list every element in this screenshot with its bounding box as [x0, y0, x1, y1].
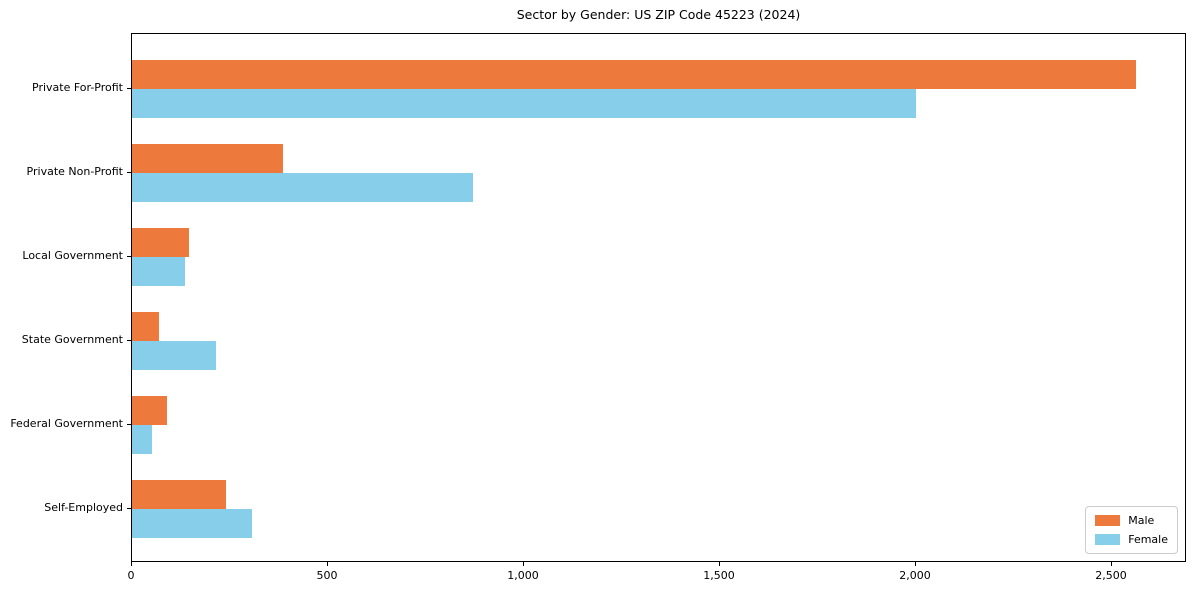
- ytick-label-private-non-profit: Private Non-Profit: [26, 165, 123, 178]
- ytick-mark: [127, 88, 131, 89]
- bar-female-federal-government: [132, 425, 152, 454]
- xtick-mark: [131, 562, 132, 566]
- legend-swatch-female: [1095, 534, 1121, 545]
- legend-label-female: Female: [1128, 533, 1168, 546]
- bar-female-local-government: [132, 257, 185, 286]
- chart-title: Sector by Gender: US ZIP Code 45223 (202…: [516, 7, 801, 22]
- legend-item-female: Female: [1095, 533, 1168, 546]
- bar-male-private-non-profit: [132, 144, 283, 173]
- bar-female-private-non-profit: [132, 173, 473, 202]
- ytick-mark: [127, 508, 131, 509]
- xtick-mark: [523, 562, 524, 566]
- bar-male-self-employed: [132, 480, 226, 509]
- legend-swatch-male: [1095, 515, 1121, 526]
- bar-male-private-for-profit: [132, 60, 1136, 89]
- legend: Male Female: [1085, 506, 1178, 554]
- ytick-mark: [127, 340, 131, 341]
- xtick-mark: [327, 562, 328, 566]
- bar-female-self-employed: [132, 509, 252, 538]
- ytick-label-self-employed: Self-Employed: [44, 501, 123, 514]
- xtick-mark: [719, 562, 720, 566]
- xtick-label-1500: 1,500: [703, 569, 735, 582]
- bar-male-federal-government: [132, 396, 167, 425]
- ytick-label-state-government: State Government: [21, 333, 123, 346]
- legend-label-male: Male: [1128, 514, 1155, 527]
- ytick-mark: [127, 256, 131, 257]
- bar-male-state-government: [132, 312, 159, 341]
- ytick-mark: [127, 172, 131, 173]
- bar-male-local-government: [132, 228, 189, 257]
- ytick-label-private-for-profit: Private For-Profit: [32, 81, 123, 94]
- xtick-label-0: 0: [127, 569, 135, 582]
- xtick-label-2500: 2,500: [1095, 569, 1127, 582]
- ytick-label-local-government: Local Government: [22, 249, 123, 262]
- xtick-label-500: 500: [316, 569, 338, 582]
- ytick-mark: [127, 424, 131, 425]
- xtick-mark: [1111, 562, 1112, 566]
- xtick-mark: [915, 562, 916, 566]
- plot-area: Male Female: [131, 33, 1186, 562]
- xtick-label-1000: 1,000: [507, 569, 539, 582]
- xtick-label-2000: 2,000: [899, 569, 931, 582]
- legend-item-male: Male: [1095, 514, 1168, 527]
- bar-female-private-for-profit: [132, 89, 916, 118]
- bar-female-state-government: [132, 341, 216, 370]
- ytick-label-federal-government: Federal Government: [10, 417, 123, 430]
